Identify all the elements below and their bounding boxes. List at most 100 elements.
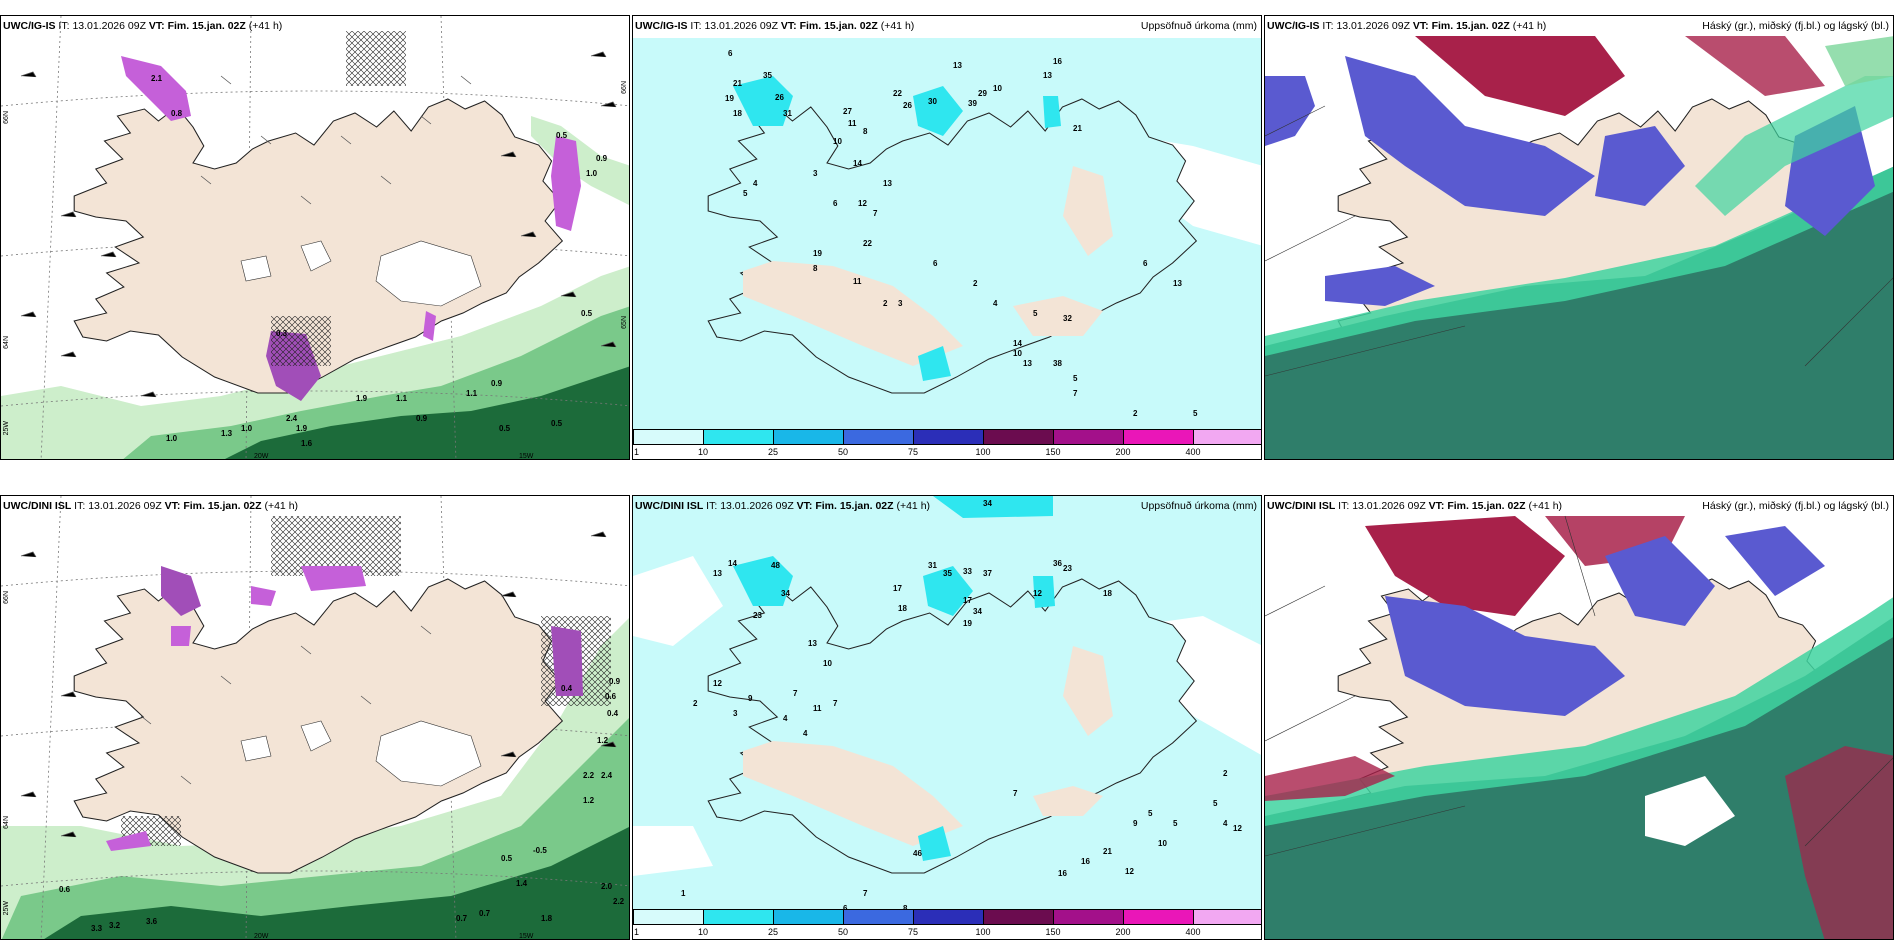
- precip-value: 3: [898, 299, 903, 308]
- precip-value: 2: [1223, 769, 1228, 778]
- colorbar-label: 50: [837, 927, 849, 937]
- colorbar-label: 25: [767, 927, 779, 937]
- value-label: 0.7: [479, 909, 491, 918]
- panel-title: UWC/DINI ISL IT: 13.01.2026 09Z VT: Fim.…: [635, 500, 930, 512]
- it-value: 13.01.2026 09Z: [1352, 500, 1426, 512]
- value-label: 1.1: [466, 389, 478, 398]
- value-label: 3.2: [109, 921, 121, 930]
- model-name: UWC/DINI ISL: [1267, 500, 1336, 512]
- value-label: 1.2: [597, 736, 609, 745]
- precip-value: 11: [848, 119, 857, 128]
- precip-value: 19: [725, 94, 734, 103]
- precip-value: 6: [1143, 259, 1148, 268]
- precip-value: 11: [853, 277, 862, 286]
- precip-value: 26: [903, 101, 912, 110]
- precip-value: 5: [1033, 309, 1038, 318]
- lon-label: 20W: [254, 453, 269, 460]
- model-name: UWC/IG-IS: [1267, 20, 1320, 32]
- precip-value: 13: [1023, 359, 1032, 368]
- map-wind-temperature: 0.5 0.9 1.0 0.5 1.0 1.9 2.4 1.9 1.1 0.9 …: [1, 16, 629, 459]
- vt-value: Fim. 15.jan. 02Z: [1431, 20, 1510, 32]
- value-label: 1.2: [583, 796, 595, 805]
- precip-value: 37: [983, 569, 992, 578]
- vt-value: Fim. 15.jan. 02Z: [167, 20, 246, 32]
- precip-value: 12: [1233, 824, 1242, 833]
- precip-value: 12: [713, 679, 722, 688]
- model-name: UWC/DINI ISL: [3, 500, 72, 512]
- precip-value: 39: [968, 99, 977, 108]
- precip-value: 38: [1053, 359, 1062, 368]
- value-label: 1.4: [516, 879, 528, 888]
- panel-top-middle: UWC/IG-IS IT: 13.01.2026 09Z VT: Fim. 15…: [632, 15, 1262, 460]
- precip-value: 19: [963, 619, 972, 628]
- panel-bottom-left: UWC/DINI ISL IT: 13.01.2026 09Z VT: Fim.…: [0, 495, 630, 940]
- field-title: Háský (gr.), miðský (fj.bl.) og lágský (…: [1702, 500, 1889, 512]
- precip-value: 5: [743, 189, 748, 198]
- precip-value: 18: [1103, 589, 1112, 598]
- precip-value: 11: [813, 704, 822, 713]
- precip-value: 22: [893, 89, 902, 98]
- precip-value: 5: [1173, 819, 1178, 828]
- precip-value: 7: [1013, 789, 1018, 798]
- vt-value: Fim. 15.jan. 02Z: [183, 500, 262, 512]
- lat-label: 64N: [3, 336, 10, 349]
- precip-value: 8: [863, 127, 868, 136]
- value-label: 2.1: [151, 74, 163, 83]
- value-label: 3.6: [146, 917, 158, 926]
- value-label: 1.9: [356, 394, 368, 403]
- panel-title: UWC/DINI ISL IT: 13.01.2026 09Z VT: Fim.…: [3, 500, 298, 512]
- value-label: 3.3: [91, 924, 103, 933]
- colorbar-label: 1: [634, 927, 640, 937]
- panel-title: UWC/IG-IS IT: 13.01.2026 09Z VT: Fim. 15…: [1267, 20, 1546, 32]
- panel-title: UWC/IG-IS IT: 13.01.2026 09Z VT: Fim. 15…: [3, 20, 282, 32]
- lead-time: (+41 h): [248, 20, 283, 32]
- precip-value: 3: [813, 169, 818, 178]
- precip-value: 26: [775, 93, 784, 102]
- map-cloud-cover: [1265, 16, 1893, 459]
- value-label: 0.3: [276, 329, 288, 338]
- lon-label: 15W: [519, 933, 534, 940]
- map-cloud-cover: [1265, 496, 1893, 939]
- field-title: Uppsöfnuð úrkoma (mm): [1140, 20, 1257, 32]
- precip-value: 7: [1073, 389, 1078, 398]
- precip-value: 34: [983, 499, 992, 508]
- colorbar-label: 10: [697, 927, 709, 937]
- precip-value: 5: [1148, 809, 1153, 818]
- precip-value: 13: [713, 569, 722, 578]
- it-label: IT:: [1322, 20, 1334, 32]
- lon-label: 20W: [254, 933, 269, 940]
- lead-time: (+41 h): [1512, 20, 1547, 32]
- precip-value: 31: [783, 109, 792, 118]
- colorbar-label: 100: [975, 447, 991, 457]
- precip-value: 12: [858, 199, 867, 208]
- precip-value: 17: [963, 596, 972, 605]
- precip-value: 12: [1033, 589, 1042, 598]
- colorbar-label: 10: [697, 447, 709, 457]
- value-label: 0.5: [501, 854, 513, 863]
- value-label: 0.5: [499, 424, 511, 433]
- vt-label: VT:: [1412, 20, 1429, 32]
- precip-value: 16: [1081, 857, 1090, 866]
- panel-top-right: UWC/IG-IS IT: 13.01.2026 09Z VT: Fim. 15…: [1264, 15, 1894, 460]
- precip-value: 21: [1103, 847, 1112, 856]
- precip-value: 8: [903, 904, 908, 913]
- precip-value: 18: [898, 604, 907, 613]
- precip-value: 7: [833, 699, 838, 708]
- model-name: UWC/DINI ISL: [635, 500, 704, 512]
- precip-value: 34: [973, 607, 982, 616]
- precip-value: 10: [823, 659, 832, 668]
- lat-label: 65N: [621, 316, 628, 329]
- precip-value: 4: [803, 729, 808, 738]
- colorbar-label: 150: [1045, 927, 1061, 937]
- vt-label: VT:: [148, 20, 165, 32]
- value-label: 1.3: [221, 429, 233, 438]
- model-name: UWC/IG-IS: [3, 20, 56, 32]
- precip-value: 17: [893, 584, 902, 593]
- precip-value: 14: [1013, 339, 1022, 348]
- precip-value: 9: [1133, 819, 1138, 828]
- it-label: IT:: [74, 500, 86, 512]
- precip-value: 2: [693, 699, 698, 708]
- precip-value: 21: [1073, 124, 1082, 133]
